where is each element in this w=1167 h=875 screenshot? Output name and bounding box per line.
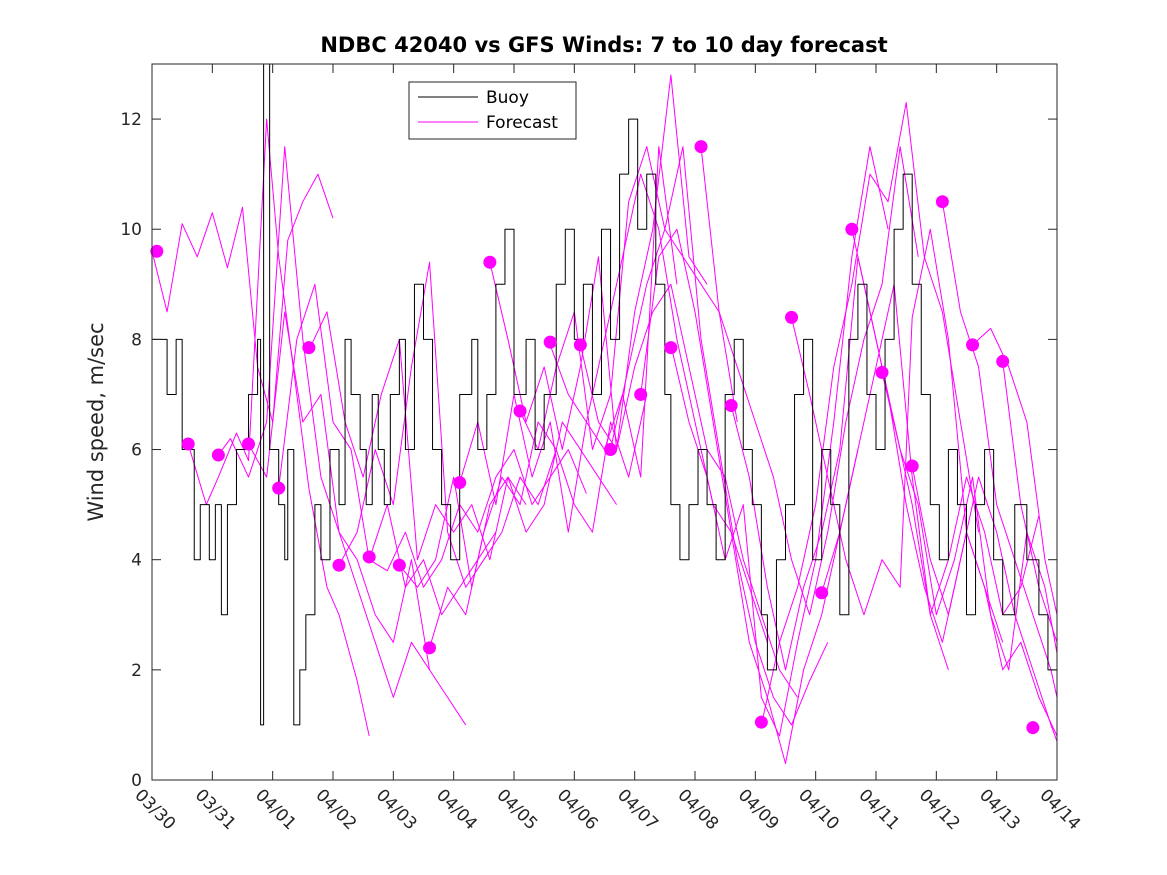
forecast-start-marker [785, 310, 799, 324]
forecast-series-line [489, 74, 708, 451]
forecast-start-marker [664, 341, 678, 355]
forecast-start-marker [453, 476, 467, 490]
forecast-start-marker [513, 404, 527, 418]
y-tick-label: 0 [131, 771, 142, 791]
chart-title: NDBC 42040 vs GFS Winds: 7 to 10 day for… [320, 33, 887, 57]
legend: Buoy Forecast [408, 81, 577, 140]
forecast-series-line [640, 228, 859, 764]
y-tick-label: 2 [131, 661, 142, 681]
buoy-series-line [152, 64, 1057, 726]
forecast-start-marker [905, 459, 919, 473]
forecast-start-marker [996, 354, 1010, 368]
y-tick-label: 12 [120, 110, 142, 130]
forecast-start-marker [966, 338, 980, 352]
legend-buoy-label: Buoy [486, 88, 529, 108]
forecast-start-marker [754, 715, 768, 729]
y-tick-label: 8 [131, 330, 142, 350]
forecast-start-marker [302, 341, 316, 355]
forecast-start-marker [724, 398, 738, 412]
forecast-series-line [398, 421, 617, 588]
forecast-start-marker [392, 558, 406, 572]
forecast-series-line [187, 118, 370, 737]
y-tick-label: 6 [131, 441, 142, 461]
forecast-start-marker [935, 195, 949, 209]
y-axis: 0 2 4 6 8 10 12 [120, 110, 1057, 791]
forecast-start-marker [181, 437, 195, 451]
forecast-start-marker [211, 448, 225, 462]
forecast-start-marker [694, 140, 708, 154]
forecast-start-marker [573, 338, 587, 352]
series-layer [152, 64, 1057, 764]
forecast-start-marker [242, 437, 256, 451]
forecast-start-marker [845, 222, 859, 236]
forecast-series-line [459, 146, 678, 533]
forecast-start-marker [634, 387, 648, 401]
forecast-series-line [610, 146, 829, 726]
forecast-series-line [217, 146, 430, 698]
forecast-series-line [429, 394, 648, 648]
forecast-series-line [248, 311, 467, 726]
forecast-start-marker [423, 641, 437, 655]
forecast-series-line [972, 327, 1057, 615]
forecast-series-line [730, 256, 949, 671]
forecast-series-line [760, 102, 980, 726]
forecast-start-marker [362, 550, 376, 564]
forecast-series-line [338, 261, 557, 588]
legend-forecast-label: Forecast [486, 113, 558, 133]
forecast-series-line [881, 372, 1057, 671]
forecast-start-marker [604, 443, 618, 457]
marker-layer [150, 140, 1040, 735]
forecast-start-marker [483, 255, 497, 269]
forecast-series-line [152, 173, 334, 423]
forecast-start-marker [332, 558, 346, 572]
forecast-start-marker [272, 481, 286, 495]
forecast-series-line [911, 465, 1057, 737]
forecast-start-marker [1026, 721, 1040, 735]
forecast-start-marker [543, 335, 557, 349]
y-axis-label: Wind speed, m/sec [84, 322, 108, 521]
forecast-start-marker [875, 365, 889, 379]
forecast-series-line [700, 146, 919, 616]
forecast-start-marker [815, 586, 829, 600]
plot-frame [151, 63, 1058, 781]
legend-box [408, 81, 577, 140]
y-tick-label: 4 [131, 551, 142, 571]
y-tick-label: 10 [120, 220, 142, 240]
forecast-start-marker [150, 244, 164, 258]
